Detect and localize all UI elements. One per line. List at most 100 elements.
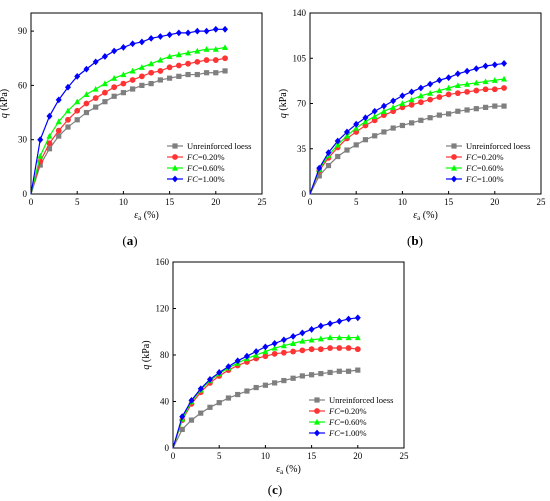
data-point bbox=[436, 76, 443, 84]
data-point bbox=[46, 146, 53, 152]
data-point bbox=[56, 133, 62, 139]
data-point bbox=[445, 91, 452, 98]
data-point bbox=[235, 391, 241, 398]
legend-marker bbox=[451, 143, 457, 149]
data-point bbox=[353, 142, 359, 148]
data-point bbox=[194, 47, 201, 54]
data-point bbox=[380, 108, 387, 114]
data-point bbox=[464, 80, 471, 87]
x-axis-label: εa (%) bbox=[413, 210, 438, 222]
data-point bbox=[157, 33, 164, 40]
legend-marker bbox=[451, 175, 457, 183]
data-point bbox=[262, 348, 269, 355]
data-point bbox=[194, 27, 201, 35]
y-tick-label: 0 bbox=[23, 189, 28, 199]
y-tick-label: 0 bbox=[165, 443, 170, 453]
legend-entry: FC=0.20% bbox=[465, 152, 504, 162]
data-point bbox=[46, 112, 53, 120]
data-point bbox=[464, 88, 470, 95]
data-point bbox=[46, 132, 53, 139]
x-tick-label: 25 bbox=[537, 197, 547, 207]
x-axis-unit: (%) bbox=[283, 464, 301, 475]
data-point bbox=[111, 93, 117, 99]
y-axis-symbol: q bbox=[278, 113, 289, 118]
data-point bbox=[408, 96, 415, 103]
data-point bbox=[188, 417, 195, 423]
data-point bbox=[203, 70, 210, 76]
data-point bbox=[225, 395, 232, 401]
data-point bbox=[399, 122, 405, 129]
x-tick-label: 15 bbox=[307, 451, 317, 461]
data-point bbox=[436, 112, 442, 118]
data-point bbox=[65, 124, 71, 130]
data-point bbox=[290, 348, 297, 355]
x-axis-unit: (%) bbox=[141, 210, 159, 221]
data-point bbox=[327, 320, 334, 328]
data-point bbox=[253, 348, 260, 355]
legend-marker bbox=[451, 154, 457, 160]
data-point bbox=[345, 315, 352, 323]
data-point bbox=[92, 58, 99, 66]
series-line bbox=[30, 57, 226, 195]
data-point bbox=[157, 77, 163, 83]
data-point bbox=[390, 97, 397, 105]
legend-marker bbox=[172, 175, 178, 183]
data-point bbox=[83, 100, 90, 107]
data-point bbox=[120, 43, 127, 51]
legend-marker bbox=[314, 397, 320, 403]
data-point bbox=[37, 152, 44, 159]
data-point bbox=[316, 173, 322, 179]
data-point bbox=[37, 136, 44, 144]
x-tick-label: 10 bbox=[261, 451, 271, 461]
data-point bbox=[353, 120, 360, 128]
series-2 bbox=[309, 75, 508, 195]
x-axis-unit: (%) bbox=[420, 210, 438, 221]
data-point bbox=[362, 114, 369, 122]
data-point bbox=[262, 382, 268, 388]
data-point bbox=[253, 384, 259, 391]
data-point bbox=[454, 82, 461, 88]
data-point bbox=[473, 87, 480, 94]
legend-marker bbox=[314, 429, 320, 437]
data-point bbox=[308, 336, 315, 343]
data-point bbox=[55, 127, 62, 134]
data-point bbox=[308, 326, 315, 333]
data-point bbox=[345, 334, 352, 341]
panel-label: (a) bbox=[122, 233, 137, 248]
data-point bbox=[491, 77, 498, 83]
data-point bbox=[427, 89, 434, 96]
data-point bbox=[454, 90, 461, 97]
data-point bbox=[157, 68, 164, 74]
data-point bbox=[427, 115, 433, 121]
data-point bbox=[355, 367, 361, 373]
data-point bbox=[111, 84, 118, 91]
data-point bbox=[46, 140, 53, 147]
x-tick-label: 5 bbox=[75, 197, 80, 207]
data-point bbox=[188, 396, 195, 404]
data-point bbox=[212, 46, 219, 52]
data-point bbox=[166, 31, 173, 39]
data-point bbox=[179, 426, 185, 432]
x-axis-subscript: a bbox=[417, 214, 421, 222]
x-tick-label: 25 bbox=[400, 451, 410, 461]
data-point bbox=[179, 413, 186, 421]
data-point bbox=[185, 29, 192, 37]
x-tick-label: 20 bbox=[353, 451, 363, 461]
data-point bbox=[316, 164, 323, 172]
data-point bbox=[354, 346, 361, 353]
series-line bbox=[30, 46, 226, 195]
legend-marker bbox=[314, 418, 320, 425]
data-point bbox=[55, 118, 62, 125]
data-point bbox=[92, 95, 99, 101]
legend-entry: FC=1.00% bbox=[328, 428, 367, 438]
y-tick-label: 140 bbox=[293, 8, 307, 18]
data-point bbox=[83, 65, 90, 73]
data-point bbox=[120, 71, 127, 78]
data-point bbox=[325, 149, 332, 157]
data-point bbox=[166, 64, 173, 71]
y-tick-label: 120 bbox=[156, 304, 170, 314]
data-point bbox=[130, 86, 136, 92]
data-point bbox=[176, 73, 182, 79]
data-point bbox=[390, 104, 397, 110]
panel-label: (b) bbox=[407, 233, 423, 248]
